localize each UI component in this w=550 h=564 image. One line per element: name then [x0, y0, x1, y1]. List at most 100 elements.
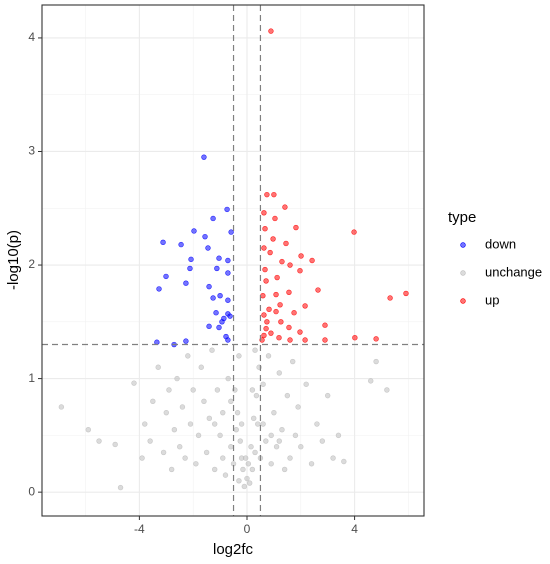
point — [201, 154, 207, 160]
legend-label: down — [485, 236, 516, 251]
point — [225, 297, 231, 303]
point — [216, 324, 222, 331]
point — [210, 295, 216, 301]
point — [228, 229, 234, 235]
point — [234, 409, 241, 416]
point — [286, 324, 292, 331]
point — [187, 421, 194, 427]
point — [188, 256, 194, 263]
point — [139, 455, 145, 461]
point — [222, 472, 229, 478]
point — [220, 409, 226, 416]
point — [335, 432, 342, 439]
legend-swatch — [460, 270, 466, 276]
point — [190, 387, 196, 393]
point — [341, 458, 347, 465]
point — [261, 332, 267, 339]
point — [261, 312, 267, 318]
point — [214, 265, 220, 272]
point — [147, 438, 153, 444]
point — [183, 338, 189, 344]
point — [217, 293, 223, 299]
point — [117, 484, 124, 491]
point — [264, 319, 270, 325]
point — [284, 392, 291, 399]
point — [278, 319, 284, 325]
point — [281, 466, 288, 473]
point — [225, 337, 231, 343]
point — [163, 409, 169, 416]
point — [183, 280, 189, 286]
point — [238, 421, 245, 427]
point — [268, 330, 274, 336]
point — [287, 455, 293, 461]
point — [279, 426, 285, 433]
point — [283, 240, 289, 247]
y-tick-label: 4 — [28, 30, 35, 44]
point — [287, 337, 293, 343]
point — [324, 392, 331, 399]
point — [168, 466, 175, 473]
point — [150, 398, 156, 405]
point — [191, 228, 197, 234]
point — [225, 375, 231, 382]
point — [315, 287, 321, 293]
point — [214, 387, 221, 393]
point — [206, 415, 213, 422]
point — [236, 353, 242, 359]
point — [373, 358, 379, 365]
point — [261, 245, 267, 251]
point — [225, 257, 231, 264]
legend-title: type — [448, 209, 476, 226]
point — [384, 387, 390, 393]
point — [217, 432, 223, 439]
point — [297, 268, 303, 274]
point — [274, 274, 280, 281]
point — [262, 226, 268, 232]
point — [260, 421, 266, 427]
x-axis-title: log2fc — [213, 541, 254, 558]
point — [179, 404, 186, 410]
point — [387, 295, 393, 301]
point — [287, 262, 293, 268]
point — [245, 461, 252, 467]
point — [182, 455, 188, 461]
point — [291, 310, 297, 316]
point — [174, 375, 180, 382]
point — [262, 266, 268, 273]
y-tick-label: 0 — [28, 484, 35, 498]
point — [263, 438, 269, 444]
point — [228, 444, 234, 450]
point — [303, 381, 309, 387]
point — [314, 421, 320, 427]
point — [330, 455, 336, 461]
point — [322, 337, 328, 343]
x-tick-label: 4 — [351, 522, 358, 536]
point — [403, 290, 409, 297]
point — [212, 466, 218, 473]
point — [237, 438, 243, 444]
point — [266, 306, 272, 313]
point — [255, 421, 261, 427]
point — [270, 236, 276, 242]
point — [276, 438, 282, 444]
legend-swatch — [460, 242, 466, 248]
point — [233, 426, 239, 433]
point — [268, 432, 274, 439]
point — [302, 303, 308, 309]
point — [193, 461, 199, 467]
point — [221, 315, 227, 322]
point — [155, 364, 161, 370]
point — [268, 461, 274, 467]
point — [160, 449, 167, 456]
point — [240, 466, 246, 473]
point — [271, 409, 277, 416]
point — [279, 258, 285, 265]
point — [252, 449, 258, 456]
point — [163, 273, 169, 280]
point — [373, 336, 379, 342]
point — [58, 404, 65, 410]
panel-border — [41, 4, 425, 517]
point — [248, 444, 254, 450]
